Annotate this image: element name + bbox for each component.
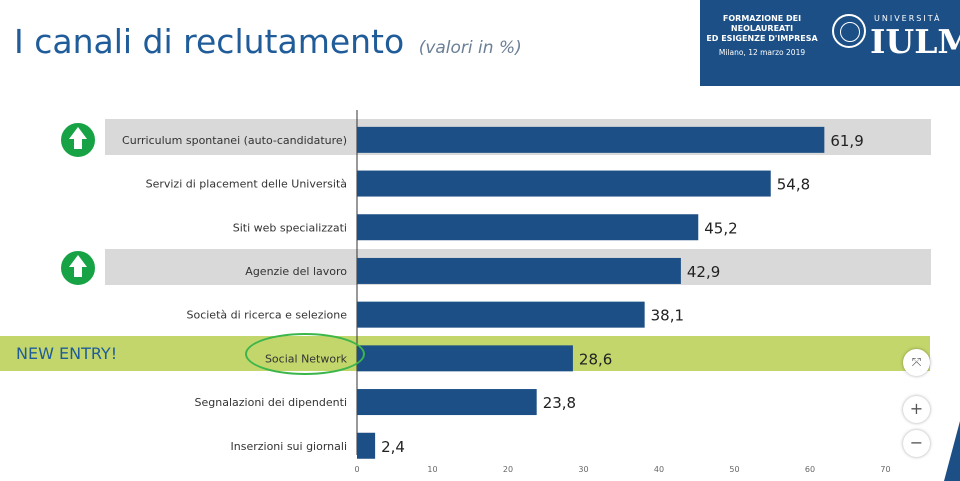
category-label: Società di ricerca e selezione — [186, 309, 347, 322]
zoom-in-button[interactable]: + — [903, 396, 930, 423]
value-label: 28,6 — [579, 350, 612, 368]
value-label: 42,9 — [687, 263, 720, 281]
value-label: 61,9 — [830, 132, 863, 150]
brand-logo: IULM — [870, 22, 960, 61]
category-label: Segnalazioni dei dipendenti — [195, 396, 347, 409]
tick-label: 60 — [805, 465, 815, 474]
tick-label: 0 — [354, 465, 359, 474]
title-subtitle: (valori in %) — [418, 38, 522, 58]
arrow-up-icon — [58, 120, 98, 160]
tick-label: 50 — [729, 465, 739, 474]
category-label: Servizi di placement delle Università — [146, 178, 347, 191]
bar — [357, 257, 681, 284]
zoom-out-button[interactable]: − — [903, 430, 930, 457]
category-label: Curriculum spontanei (auto-candidature) — [122, 134, 347, 147]
title-text: I canali di reclutamento — [14, 22, 405, 61]
value-label: 38,1 — [651, 307, 684, 325]
fit-button[interactable]: ⤧ — [903, 349, 930, 376]
event-line-2: NEOLAUREATI — [730, 24, 794, 33]
event-date: Milano, 12 marzo 2019 — [718, 48, 806, 57]
event-line-1: FORMAZIONE DEI — [722, 14, 802, 23]
category-label: Siti web specializzati — [233, 221, 347, 234]
page-title: I canali di reclutamento (valori in %) — [14, 22, 522, 61]
event-info: FORMAZIONE DEI NEOLAUREATI ED ESIGENZE D… — [697, 14, 827, 58]
value-label: 45,2 — [704, 219, 737, 237]
value-label: 54,8 — [777, 176, 810, 194]
bar — [357, 214, 699, 241]
highlight-ellipse — [245, 333, 365, 375]
tick-label: 40 — [654, 465, 664, 474]
bar — [357, 345, 573, 372]
bar — [357, 432, 376, 459]
arrow-up-icon — [58, 248, 98, 288]
bar — [357, 301, 645, 328]
tick-label: 10 — [427, 465, 437, 474]
value-label: 23,8 — [543, 394, 576, 412]
bar — [357, 170, 771, 197]
tick-label: 30 — [578, 465, 588, 474]
bar — [357, 126, 825, 153]
event-line-3: ED ESIGENZE D'IMPRESA — [706, 34, 818, 43]
value-label: 2,4 — [381, 438, 405, 456]
university-seal-icon — [832, 14, 866, 48]
header-panel — [700, 0, 960, 86]
category-label: Agenzie del lavoro — [245, 265, 347, 278]
corner-decoration — [944, 421, 960, 481]
category-label: Inserzioni sui giornali — [231, 440, 348, 453]
tick-label: 20 — [503, 465, 513, 474]
brand-subtitle: UNIVERSITÀ — [874, 14, 942, 23]
bar — [357, 389, 537, 416]
new-entry-label: NEW ENTRY! — [16, 344, 118, 363]
tick-label: 70 — [880, 465, 890, 474]
